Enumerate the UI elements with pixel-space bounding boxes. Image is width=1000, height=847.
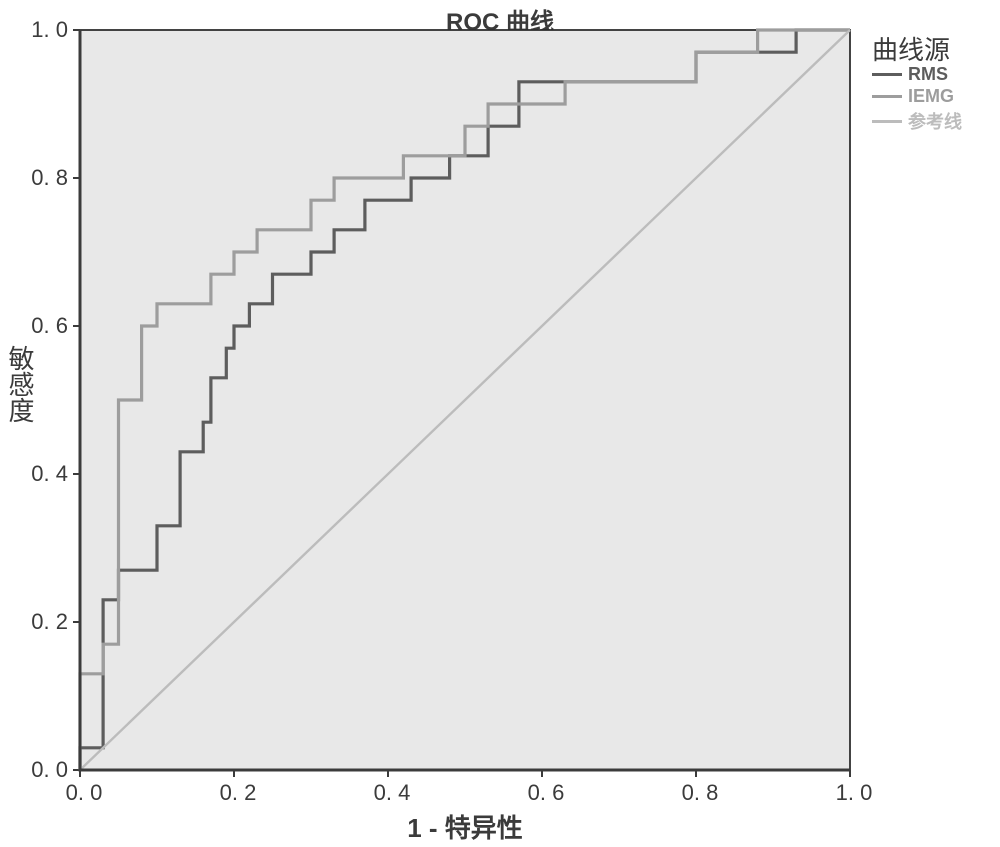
x-tick-label: 0. 4 [362,780,422,806]
roc-chart-figure: ROC 曲线 敏感度 1 - 特异性 曲线源 RMSIEMG参考线 0. 00.… [0,0,1000,847]
x-tick-label: 0. 6 [516,780,576,806]
legend-swatch-icon [872,95,902,98]
y-tick-label: 0. 4 [31,461,68,487]
x-tick-label: 0. 0 [54,780,114,806]
y-tick-label: 1. 0 [31,17,68,43]
legend-item: IEMG [872,86,954,107]
x-axis-label: 1 - 特异性 [80,808,850,845]
y-tick-label: 0. 0 [31,757,68,783]
legend-swatch-icon [872,120,902,123]
plot-area [0,0,1000,847]
legend-label: RMS [908,64,948,85]
legend-label: IEMG [908,86,954,107]
legend-label: 参考线 [908,108,962,134]
y-axis-label: 敏感度 [2,345,39,423]
x-tick-label: 0. 2 [208,780,268,806]
x-tick-label: 1. 0 [824,780,884,806]
legend-title: 曲线源 [872,30,950,67]
x-tick-label: 0. 8 [670,780,730,806]
y-tick-label: 0. 6 [31,313,68,339]
y-tick-label: 0. 2 [31,609,68,635]
legend-item: 参考线 [872,108,962,134]
legend-item: RMS [872,64,948,85]
legend-swatch-icon [872,73,902,76]
y-tick-label: 0. 8 [31,165,68,191]
